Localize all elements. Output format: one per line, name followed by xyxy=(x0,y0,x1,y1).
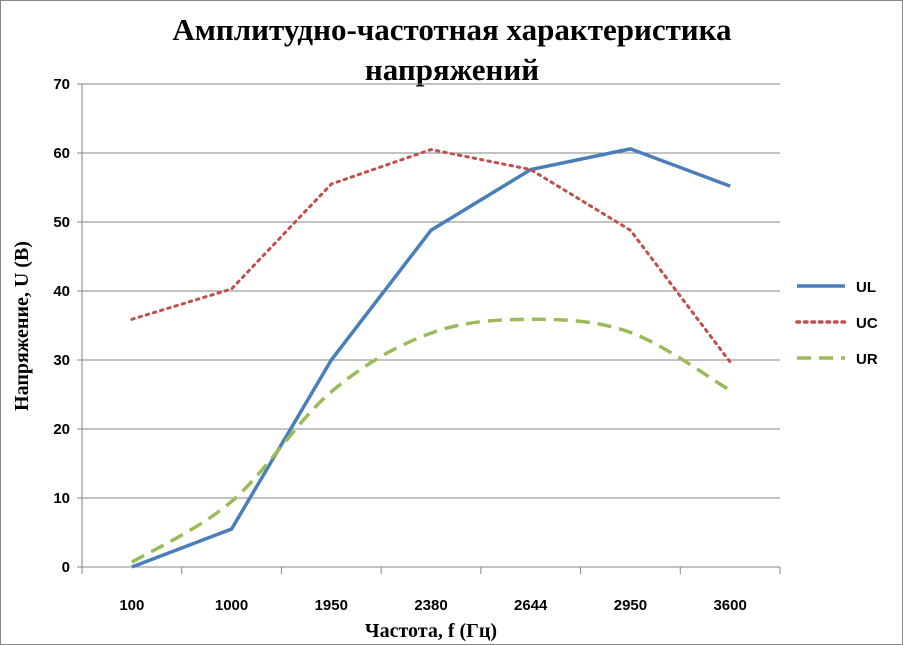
legend-label-ur: UR xyxy=(856,351,878,368)
y-tick-label: 0 xyxy=(62,559,70,576)
series-line-ul xyxy=(131,147,731,569)
y-tick-label: 70 xyxy=(53,76,70,93)
legend-label-ul: UL xyxy=(856,279,876,296)
x-tick-label: 1000 xyxy=(215,597,248,614)
series-line-uc xyxy=(130,148,732,364)
x-tick-label: 1950 xyxy=(315,597,348,614)
chart-title-line-1: Амплитудно-частотная характеристика xyxy=(172,12,732,47)
x-tick-label: 3600 xyxy=(713,597,746,614)
y-tick-label: 20 xyxy=(53,421,70,438)
x-tick-label: 2950 xyxy=(614,597,647,614)
y-tick-label: 60 xyxy=(53,145,70,162)
y-tick-label: 10 xyxy=(53,490,70,507)
x-tick-label: 2380 xyxy=(414,597,447,614)
chart-title-line-2: напряжений xyxy=(365,52,539,87)
series-line-ur xyxy=(130,317,732,564)
x-axis-title: Частота, f (Гц) xyxy=(365,620,497,642)
x-tick-label: 2644 xyxy=(514,597,548,614)
y-tick-label: 30 xyxy=(53,352,70,369)
y-tick-label: 40 xyxy=(53,283,70,300)
y-axis-title: Напряжение, U (В) xyxy=(11,241,33,411)
legend-label-uc: UC xyxy=(856,315,878,332)
x-tick-label: 100 xyxy=(119,597,144,614)
y-tick-label: 50 xyxy=(53,214,70,231)
